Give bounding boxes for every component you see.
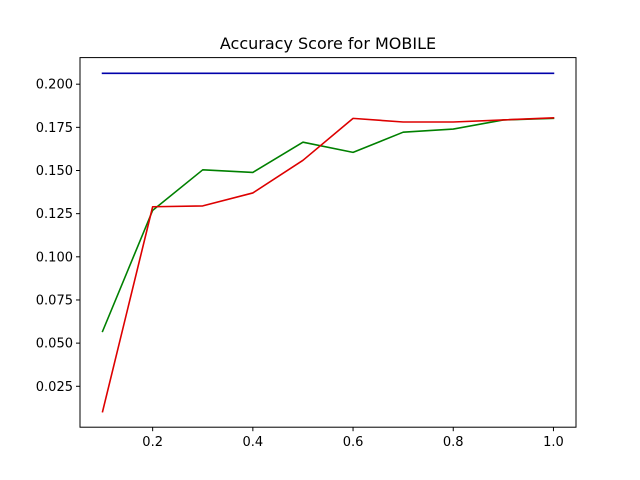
x-tick-label: 1.0 [543,435,564,450]
y-tick-label: 0.025 [36,380,73,395]
series-line-3 [101,117,555,413]
series-line-2 [101,117,555,333]
x-axis: 0.2 0.4 0.6 0.8 1.0 [142,427,564,450]
y-tick-label: 0.200 [36,78,73,93]
x-tick-label: 0.6 [343,435,364,450]
y-tick-label: 0.150 [36,164,73,179]
plot-frame [79,57,577,428]
y-axis: 0.025 0.050 0.075 0.100 0.125 0.150 0.175 0.200 [36,78,80,395]
y-tick-label: 0.050 [36,337,73,352]
x-tick-label: 0.8 [443,435,464,450]
x-tick-label: 0.4 [243,435,264,450]
x-tick-label: 0.2 [142,435,163,450]
series-layer [101,72,555,413]
y-tick-label: 0.125 [36,207,73,222]
chart-title: Accuracy Score for MOBILE [220,34,436,53]
y-tick-label: 0.075 [36,293,73,308]
y-tick-label: 0.100 [36,250,73,265]
y-tick-label: 0.175 [36,121,73,136]
